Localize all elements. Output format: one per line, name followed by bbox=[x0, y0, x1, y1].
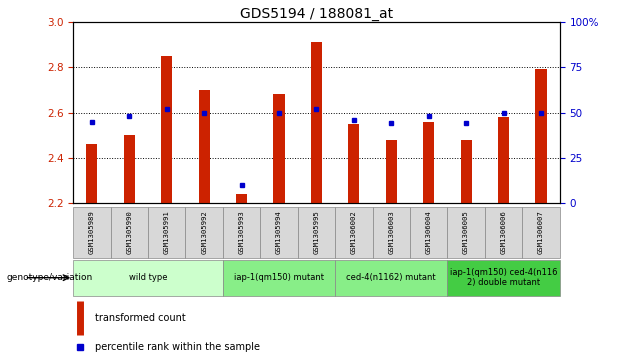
Bar bbox=[498, 117, 509, 203]
Text: ced-4(n1162) mutant: ced-4(n1162) mutant bbox=[347, 273, 436, 282]
Bar bbox=[485, 207, 522, 258]
Bar bbox=[123, 135, 135, 203]
Text: GSM1306007: GSM1306007 bbox=[538, 211, 544, 254]
Bar bbox=[349, 124, 359, 203]
Bar bbox=[198, 90, 210, 203]
Text: GSM1306006: GSM1306006 bbox=[501, 211, 506, 254]
Text: iap-1(qm150) ced-4(n116
2) double mutant: iap-1(qm150) ced-4(n116 2) double mutant bbox=[450, 268, 557, 287]
Text: genotype/variation: genotype/variation bbox=[6, 273, 93, 282]
Bar bbox=[86, 144, 97, 203]
Text: GSM1305995: GSM1305995 bbox=[314, 211, 319, 254]
Text: transformed count: transformed count bbox=[95, 313, 186, 323]
Text: GSM1305990: GSM1305990 bbox=[127, 211, 132, 254]
Text: percentile rank within the sample: percentile rank within the sample bbox=[95, 342, 260, 352]
Bar bbox=[148, 207, 186, 258]
Bar bbox=[161, 56, 172, 203]
Text: GSM1305994: GSM1305994 bbox=[276, 211, 282, 254]
Bar bbox=[335, 260, 447, 296]
Bar bbox=[311, 42, 322, 203]
Bar bbox=[73, 207, 111, 258]
Bar bbox=[73, 260, 223, 296]
Text: iap-1(qm150) mutant: iap-1(qm150) mutant bbox=[234, 273, 324, 282]
Text: wild type: wild type bbox=[128, 273, 167, 282]
Bar bbox=[223, 207, 260, 258]
Bar bbox=[236, 194, 247, 203]
Bar bbox=[335, 207, 373, 258]
Bar bbox=[447, 260, 560, 296]
Bar bbox=[410, 207, 447, 258]
Bar bbox=[385, 140, 397, 203]
Bar bbox=[260, 207, 298, 258]
Bar bbox=[298, 207, 335, 258]
Bar bbox=[522, 207, 560, 258]
Bar bbox=[536, 69, 546, 203]
Bar bbox=[223, 260, 335, 296]
Text: GSM1306005: GSM1306005 bbox=[463, 211, 469, 254]
Bar bbox=[111, 207, 148, 258]
Title: GDS5194 / 188081_at: GDS5194 / 188081_at bbox=[240, 7, 393, 21]
Text: GSM1306004: GSM1306004 bbox=[425, 211, 432, 254]
Bar bbox=[460, 140, 472, 203]
Bar bbox=[273, 94, 284, 203]
Bar bbox=[186, 207, 223, 258]
Text: GSM1305993: GSM1305993 bbox=[238, 211, 245, 254]
Bar bbox=[373, 207, 410, 258]
Text: GSM1305991: GSM1305991 bbox=[163, 211, 170, 254]
Bar bbox=[447, 207, 485, 258]
Text: GSM1306003: GSM1306003 bbox=[388, 211, 394, 254]
Text: GSM1305992: GSM1305992 bbox=[201, 211, 207, 254]
Text: GSM1306002: GSM1306002 bbox=[351, 211, 357, 254]
Text: GSM1305989: GSM1305989 bbox=[89, 211, 95, 254]
Bar bbox=[423, 122, 434, 203]
